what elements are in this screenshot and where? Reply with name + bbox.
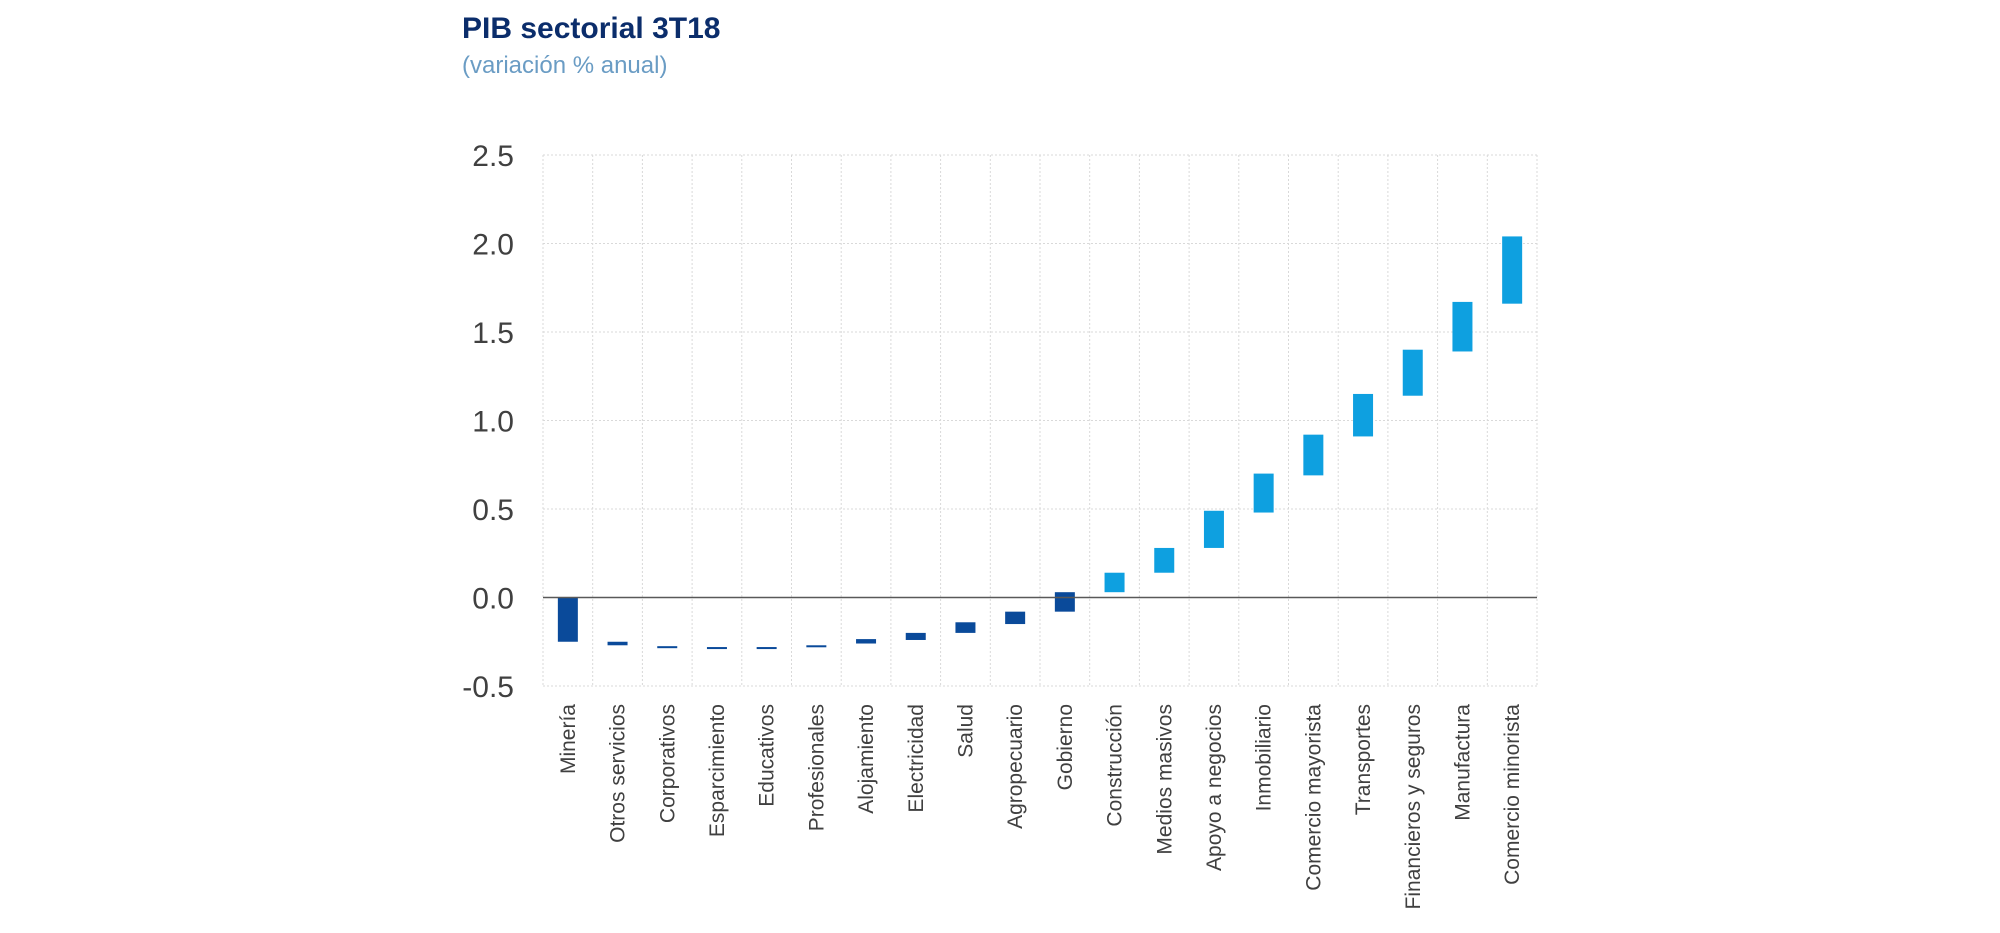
bar-esparcimiento xyxy=(706,647,727,650)
bar-comercio-mayorista xyxy=(1303,434,1324,476)
bar-inmobiliario xyxy=(1253,473,1274,513)
bar-financieros-y-seguros xyxy=(1402,349,1423,396)
x-category-label: Salud xyxy=(954,704,977,758)
y-axis-ticks: 2.5 2.0 1.5 1.0 0.5 0.0 -0.5 xyxy=(462,140,514,704)
bar-educativos xyxy=(756,647,777,650)
y-tick-label: 1.0 xyxy=(472,406,514,439)
bar-medios-masivos xyxy=(1154,547,1175,573)
bar-corporativos xyxy=(657,646,678,649)
bar-salud xyxy=(955,622,976,633)
x-category-label: Transportes xyxy=(1352,704,1375,815)
x-category-label: Medios masivos xyxy=(1153,704,1176,855)
chart-title: PIB sectorial 3T18 xyxy=(462,12,721,45)
bar-profesionales xyxy=(806,645,827,648)
bar-minería xyxy=(557,597,578,642)
bar-manufactura xyxy=(1452,301,1473,352)
bar-comercio-minorista xyxy=(1502,236,1523,304)
bars-layer xyxy=(557,236,1523,650)
x-category-label: Financieros y seguros xyxy=(1402,704,1425,909)
x-category-label: Profesionales xyxy=(805,704,828,831)
x-category-label: Comercio minorista xyxy=(1501,704,1524,885)
x-category-label: Inmobiliario xyxy=(1253,704,1276,811)
x-category-label: Manufactura xyxy=(1451,704,1474,821)
x-category-label: Construcción xyxy=(1104,704,1127,827)
bar-alojamiento xyxy=(856,639,877,644)
bar-electricidad xyxy=(905,632,926,640)
chart-subtitle: (variación % anual) xyxy=(462,52,668,79)
y-tick-label: 2.5 xyxy=(472,140,514,173)
bar-apoyo-a-negocios xyxy=(1203,510,1224,548)
x-category-label: Electricidad xyxy=(905,704,928,813)
y-tick-label: 0.0 xyxy=(472,583,514,616)
y-tick-label: -0.5 xyxy=(462,671,514,704)
bar-transportes xyxy=(1353,393,1374,437)
x-category-label: Alojamiento xyxy=(855,704,878,814)
x-category-label: Gobierno xyxy=(1054,704,1077,790)
x-category-label: Apoyo a negocios xyxy=(1203,704,1226,871)
bar-otros-servicios xyxy=(607,641,628,646)
x-category-label: Otros servicios xyxy=(607,704,630,843)
x-category-label: Educativos xyxy=(756,704,779,807)
bar-construcción xyxy=(1104,572,1125,593)
grid-layer xyxy=(542,154,1538,687)
x-category-label: Comercio mayorista xyxy=(1302,704,1325,891)
y-tick-label: 0.5 xyxy=(472,494,514,527)
x-category-label: Esparcimiento xyxy=(706,704,729,837)
x-category-label: Minería xyxy=(557,704,580,774)
bar-gobierno xyxy=(1054,592,1075,612)
x-axis-labels: Minería Otros servicios Corporativos Esparc… xyxy=(557,704,1524,910)
bar-agropecuario xyxy=(1005,611,1026,625)
y-tick-label: 2.0 xyxy=(472,229,514,262)
x-category-label: Corporativos xyxy=(656,704,679,823)
x-category-label: Agropecuario xyxy=(1004,704,1027,829)
y-tick-label: 1.5 xyxy=(472,317,514,350)
